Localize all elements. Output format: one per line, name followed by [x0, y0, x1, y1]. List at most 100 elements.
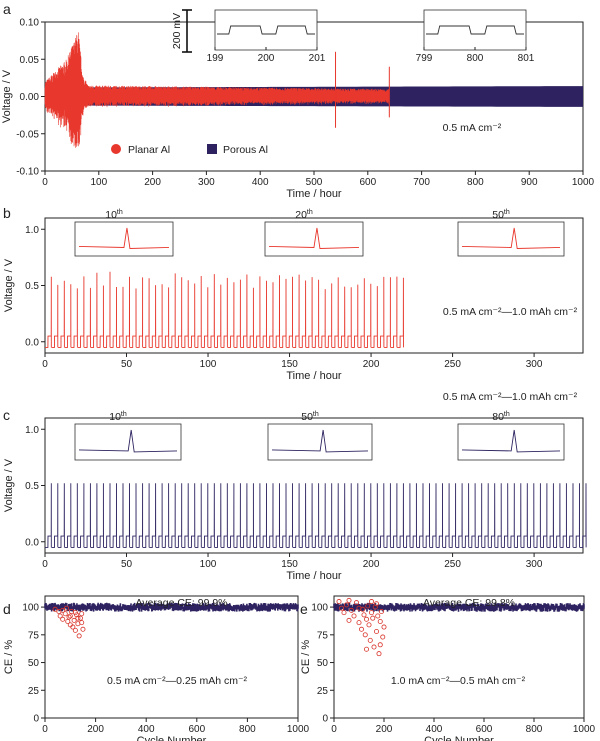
y-tick-label: 100: [311, 603, 328, 614]
series-planar-trace: [44, 32, 390, 148]
inset-cycle-suffix: th: [313, 411, 319, 418]
current-density-annotation: 0.5 mA cm⁻²—0.25 mAh cm⁻²: [107, 675, 248, 687]
ce-point: [373, 628, 379, 634]
ce-point: [77, 615, 83, 621]
average-ce-label: Average CE: 99.9%: [135, 597, 227, 609]
panel-b: b 0 50 100 150 200 250 300 0.0 0.5 1.0 Time / hour V…: [3, 205, 584, 382]
ce-point: [62, 611, 68, 617]
series-planar-ce: [52, 605, 86, 639]
y-axis-title: CE / %: [3, 640, 15, 674]
inset-cycle-number: 10: [105, 209, 117, 221]
ce-point: [375, 613, 381, 619]
inset-label: 50th: [492, 209, 510, 221]
y-tick-label: 100: [22, 603, 39, 614]
axes: 0 100 200 300 400 500 600 700 800 900 1000 -0.10 -0.…: [1, 18, 595, 201]
x-tick-label: 400: [426, 724, 443, 735]
ce-point: [60, 616, 66, 622]
voltage-trace: [45, 271, 404, 348]
ce-point: [60, 607, 66, 613]
inset-tick-label: 199: [207, 53, 224, 64]
inset-cycle-suffix: th: [504, 411, 510, 418]
x-tick-label: 600: [188, 724, 205, 735]
x-tick-label: 800: [526, 724, 543, 735]
scale-bar-label: 200 mV: [171, 13, 183, 49]
x-axis-title: Time / hour: [286, 570, 342, 582]
inset-label: 80th: [492, 411, 510, 423]
scale-bar: 200 mV: [171, 9, 192, 53]
x-tick-label: 300: [526, 359, 543, 370]
x-tick-label: 1000: [573, 724, 596, 735]
inset-cycle-10: 10th: [74, 209, 174, 257]
ce-point: [80, 626, 86, 632]
panel-letter: a: [3, 1, 11, 17]
x-axis-title: Time / hour: [286, 188, 342, 200]
inset-label: 10th: [109, 411, 127, 423]
porous-ce-band: [333, 602, 585, 612]
series-porous-ce: [333, 602, 585, 612]
inset-trace: [78, 227, 170, 249]
inset-label: 50th: [301, 411, 319, 423]
x-tick-label: 200: [376, 724, 393, 735]
y-tick-label: 0: [33, 714, 39, 725]
inset-cycle-20: 20th: [264, 209, 364, 257]
panel-e: e 0 200 400 600 800 1000 0 25 50 75 100 Cycle Number…: [300, 595, 596, 741]
inset-frame: [423, 9, 527, 51]
x-tick-label: 100: [200, 359, 217, 370]
y-tick-label: 0: [322, 714, 328, 725]
x-tick-label: 500: [306, 177, 323, 188]
voltage-trace: [45, 483, 587, 548]
y-tick-label: -0.05: [16, 129, 39, 140]
plot-frame: [44, 595, 299, 719]
x-tick-label: 0: [42, 559, 48, 570]
ce-point: [67, 613, 73, 619]
ce-point: [72, 610, 78, 616]
x-tick-label: 600: [476, 724, 493, 735]
y-tick-label: 0.10: [20, 18, 40, 29]
y-axis-title: Voltage / V: [3, 458, 15, 512]
ce-point: [380, 634, 386, 640]
y-tick-label: 25: [28, 686, 40, 697]
inset-cycle-number: 50: [301, 411, 313, 423]
ce-point: [363, 646, 369, 652]
ce-point: [353, 600, 359, 606]
ce-point: [361, 612, 367, 618]
ce-point: [351, 613, 357, 619]
x-tick-label: 50: [121, 559, 133, 570]
inset-trace: [461, 429, 561, 453]
inset-frame: [74, 221, 174, 257]
y-tick-label: 25: [317, 686, 329, 697]
ce-point: [341, 610, 347, 616]
inset-trace: [461, 227, 561, 249]
ce-point: [378, 609, 384, 615]
series-voltage-profile: [45, 483, 587, 548]
inset-2: 799 800 801: [416, 9, 535, 64]
x-tick-label: 400: [252, 177, 269, 188]
ce-point: [346, 597, 352, 603]
inset-cycle-suffix: th: [117, 209, 123, 216]
ce-point: [65, 619, 71, 625]
inset-cycle-50: 50th: [457, 209, 565, 257]
y-tick-label: -0.10: [16, 167, 39, 178]
inset-tick-label: 799: [416, 53, 433, 64]
panel-a: a 0 100 200 300 400 500 600 700 800 900 1000 -0.10 -0…: [1, 1, 595, 200]
inset-trace: [426, 25, 524, 35]
y-tick-label: 0.5: [25, 281, 39, 292]
current-density-annotation: 0.5 mA cm⁻²—1.0 mAh cm⁻²: [443, 391, 578, 403]
ce-point: [348, 607, 354, 613]
inset-tick-label: 200: [258, 53, 275, 64]
ce-point: [381, 624, 387, 630]
current-density-annotation: 0.5 mA cm⁻²—1.0 mAh cm⁻²: [443, 306, 578, 318]
inset-tick-label: 800: [467, 53, 484, 64]
inset-cycle-80: 80th: [457, 411, 565, 461]
ce-point: [72, 627, 78, 633]
ce-point: [363, 616, 369, 622]
ce-point: [377, 642, 383, 648]
ce-point: [57, 613, 63, 619]
inset-frame: [267, 423, 373, 461]
series-voltage-profile: [45, 271, 404, 348]
axes: 0 200 400 600 800 1000 0 25 50 75 100 Cycle Number C…: [300, 595, 596, 741]
ce-point: [373, 601, 379, 607]
series-porous-ce: [44, 602, 299, 612]
ce-point: [79, 611, 85, 617]
